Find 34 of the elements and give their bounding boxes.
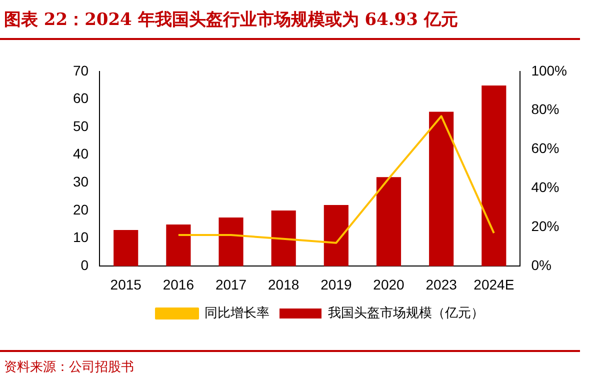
legend-label: 同比增长率 [204, 305, 270, 320]
bar [114, 230, 138, 266]
y2-tick-label: 80% [531, 101, 560, 118]
x-tick-label: 2019 [320, 276, 352, 292]
x-tick-label: 2017 [215, 276, 247, 292]
y-tick-label: 50 [72, 118, 89, 134]
bar [324, 204, 348, 266]
bar [376, 177, 402, 266]
y2-tick-label: 0% [531, 257, 552, 274]
bar [482, 86, 506, 266]
y2-tick-label: 40% [531, 179, 560, 196]
bar [271, 210, 296, 266]
x-tick-label: 2024E [474, 276, 514, 292]
y-tick-label: 20 [72, 201, 89, 218]
y-tick-label: 30 [72, 174, 89, 190]
text: 资料来源：公司招股书 [4, 359, 134, 376]
y2-tick-label: 20% [531, 218, 560, 234]
chart-title: 图表 22：2024 年我国头盔行业市场规模或为 64.93 亿元 [4, 9, 458, 31]
x-tick-label: 2015 [110, 276, 142, 292]
y-tick-label: 60 [72, 90, 89, 106]
y-tick-label: 0 [80, 257, 89, 274]
x-tick-label: 2023 [426, 276, 458, 292]
bar [218, 218, 244, 266]
bar [166, 224, 191, 266]
y2-tick-label: 60% [531, 140, 560, 156]
x-tick-label: 2020 [373, 276, 405, 292]
legend-label: 我国头盔市场规模（亿元） [328, 305, 484, 320]
y-tick-label: 10 [72, 229, 89, 246]
y2-tick-label: 100% [531, 62, 568, 78]
x-tick-label: 2018 [268, 276, 300, 292]
x-tick-label: 2016 [162, 276, 194, 292]
bar [429, 112, 454, 266]
y-tick-label: 70 [72, 62, 89, 78]
y-tick-label: 40 [72, 146, 89, 162]
